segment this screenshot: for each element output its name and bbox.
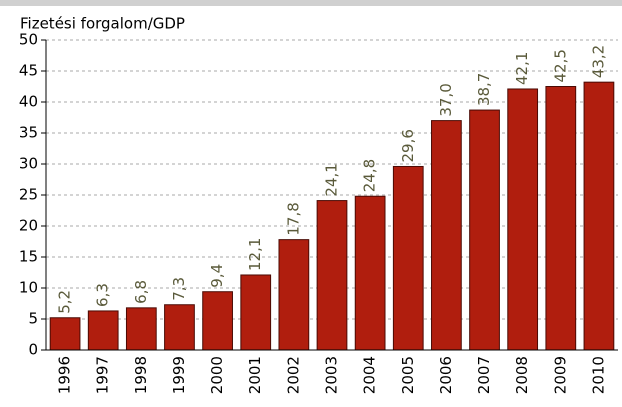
value-label: 42,5 <box>551 49 569 82</box>
bar <box>125 307 157 351</box>
x-tick-label: 2010 <box>589 356 607 394</box>
bar <box>507 88 539 351</box>
x-tick-label: 2008 <box>513 356 531 394</box>
y-tick-label: 10 <box>19 279 38 297</box>
value-label: 7,3 <box>170 277 188 301</box>
bar <box>469 109 500 351</box>
y-tick-label: 35 <box>19 124 38 142</box>
value-label: 17,8 <box>284 202 302 235</box>
x-tick-label: 2004 <box>361 356 379 394</box>
x-tick-label: 2000 <box>208 356 226 394</box>
x-tick-label: 1999 <box>170 356 188 394</box>
y-tick-label: 5 <box>28 310 38 328</box>
bar <box>431 120 462 351</box>
value-label: 37,0 <box>437 83 455 116</box>
y-tick-label: 0 <box>28 341 38 359</box>
x-tick-label: 1998 <box>132 356 150 394</box>
bar <box>240 274 272 351</box>
bar <box>583 81 615 351</box>
y-tick-label: 40 <box>19 93 38 111</box>
bar <box>278 239 310 351</box>
y-tick-label: 50 <box>19 31 38 49</box>
value-label: 38,7 <box>475 73 493 106</box>
x-tick-label: 2007 <box>475 356 493 394</box>
y-tick-label: 30 <box>19 155 38 173</box>
value-label: 42,1 <box>513 52 531 85</box>
value-label: 29,6 <box>399 129 417 162</box>
value-label: 24,1 <box>323 163 341 196</box>
bar <box>354 195 386 351</box>
x-tick-label: 1997 <box>94 356 112 394</box>
value-label: 6,8 <box>132 280 150 304</box>
value-label: 43,2 <box>589 45 607 78</box>
y-tick-label: 25 <box>19 186 38 204</box>
bar <box>164 304 195 351</box>
bar <box>202 291 233 351</box>
bar <box>316 200 348 351</box>
value-label: 24,8 <box>361 159 379 192</box>
x-tick-label: 1996 <box>56 356 74 394</box>
bar <box>545 86 577 351</box>
x-tick-label: 2009 <box>551 356 569 394</box>
bar <box>49 317 81 351</box>
bar <box>392 165 424 351</box>
value-label: 5,2 <box>56 290 74 314</box>
y-tick-label: 20 <box>19 217 38 235</box>
chart-title: Fizetési forgalom/GDP <box>20 15 185 33</box>
x-tick-label: 2003 <box>323 356 341 394</box>
x-tick-label: 2001 <box>246 356 264 394</box>
bar <box>87 310 119 351</box>
value-label: 6,3 <box>94 283 112 307</box>
y-tick-label: 45 <box>19 62 38 80</box>
x-tick-label: 2002 <box>284 356 302 394</box>
value-label: 9,4 <box>208 264 226 288</box>
y-tick-label: 15 <box>19 248 38 266</box>
top-border <box>0 0 622 6</box>
x-tick-label: 2005 <box>399 356 417 394</box>
value-label: 12,1 <box>246 238 264 271</box>
x-tick-label: 2006 <box>437 356 455 394</box>
